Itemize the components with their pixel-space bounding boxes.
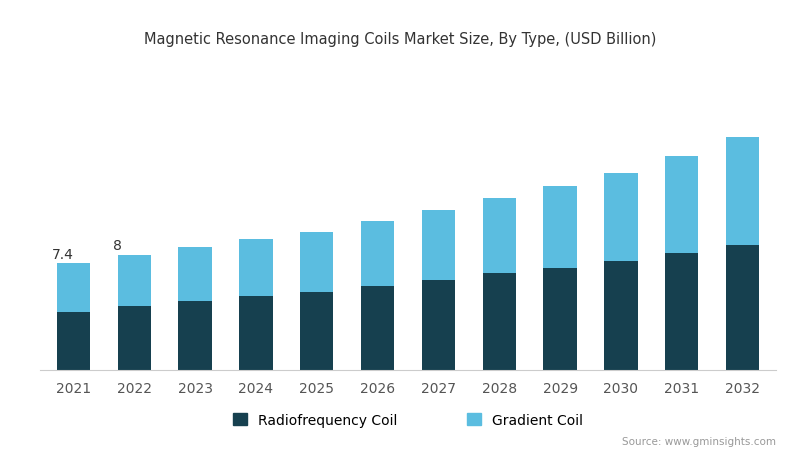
Bar <box>361 286 394 370</box>
Text: 8: 8 <box>113 239 122 253</box>
Bar <box>57 313 90 370</box>
Legend: Radiofrequency Coil, Gradient Coil: Radiofrequency Coil, Gradient Coil <box>227 407 589 433</box>
Text: 7.4: 7.4 <box>52 248 74 262</box>
Text: Source: www.gminsights.com: Source: www.gminsights.com <box>622 437 776 446</box>
Bar <box>543 268 577 370</box>
Bar <box>482 198 516 274</box>
Bar <box>482 274 516 370</box>
Bar <box>726 138 759 245</box>
Bar <box>422 211 455 280</box>
Bar <box>665 253 698 370</box>
Bar <box>118 307 151 370</box>
Bar <box>726 245 759 370</box>
Bar <box>361 221 394 286</box>
Bar <box>57 264 90 313</box>
Bar <box>239 297 273 370</box>
Bar <box>300 292 334 370</box>
Bar <box>300 232 334 292</box>
Bar <box>178 302 212 370</box>
Bar <box>665 157 698 253</box>
Bar <box>239 240 273 297</box>
Bar <box>422 280 455 370</box>
Text: Magnetic Resonance Imaging Coils Market Size, By Type, (USD Billion): Magnetic Resonance Imaging Coils Market … <box>144 32 656 46</box>
Bar <box>543 187 577 268</box>
Bar <box>604 173 638 262</box>
Bar <box>178 248 212 302</box>
Bar <box>118 255 151 307</box>
Bar <box>604 262 638 370</box>
